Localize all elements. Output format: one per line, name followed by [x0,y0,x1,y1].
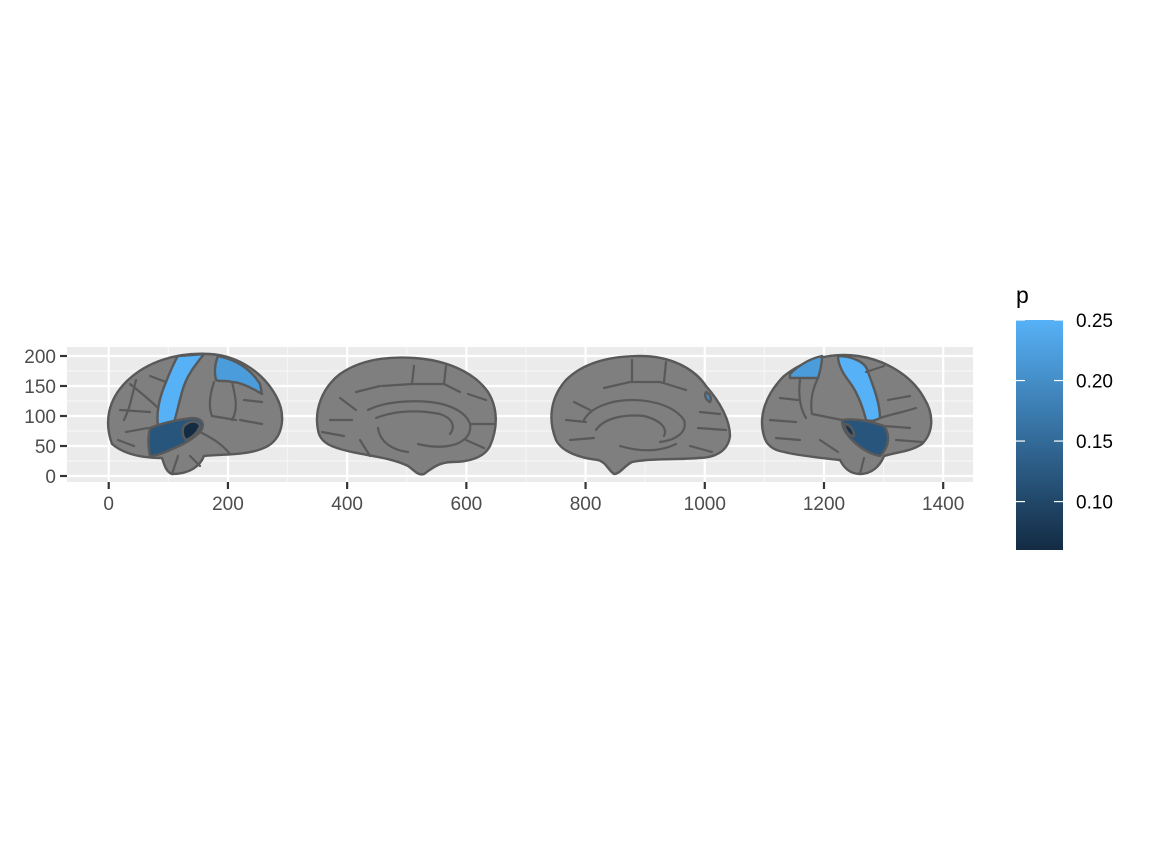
legend-title: p [1016,282,1029,308]
legend-ticks: 0.10 0.15 0.20 0.25 [1016,311,1113,514]
x-tick-label: 1400 [922,494,964,515]
legend-tick-label: 0.20 [1076,372,1113,393]
x-tick-label: 600 [451,494,483,515]
region-rh-superior-temporal [840,418,890,458]
legend-colorbar [1016,320,1063,550]
brain-views [106,352,933,476]
sulcus-lines-right-medial [564,358,728,454]
x-tick-label: 0 [103,494,114,515]
region-rh-medial-edge [704,390,712,404]
brain-right-lateral [760,353,933,476]
x-tick-label: 400 [331,494,363,515]
region-lh-transverse-temporal [181,420,202,442]
x-tick-label: 1000 [684,494,726,515]
legend-tick-label: 0.15 [1076,432,1113,453]
legend: p 0.10 0.15 0.20 0.25 [1016,282,1113,550]
x-tick-label: 1200 [803,494,845,515]
y-tick-label: 50 [35,437,56,458]
region-rh-precentral [836,354,882,423]
sulcus-lines-left-medial [320,364,496,458]
y-axis: 0 50 100 150 200 [24,347,67,488]
legend-tick-label: 0.10 [1076,493,1113,514]
y-tick-label: 150 [24,377,56,398]
y-tick-label: 100 [24,407,56,428]
region-rh-transverse-temporal [842,422,856,438]
brain-left-medial [315,356,497,476]
x-tick-label: 800 [570,494,602,515]
x-axis: 0 200 400 600 800 1000 1200 1400 [103,482,964,515]
sulcus-lines-left-lateral [116,374,264,476]
legend-tick-label: 0.25 [1076,311,1113,332]
y-tick-label: 200 [24,347,56,368]
y-tick-label: 0 [45,467,56,488]
brain-right-medial [550,354,732,476]
sulcus-lines-right-lateral [768,364,924,476]
region-rh-postcentral [788,354,824,380]
brain-left-lateral [106,352,284,476]
x-tick-label: 200 [212,494,244,515]
